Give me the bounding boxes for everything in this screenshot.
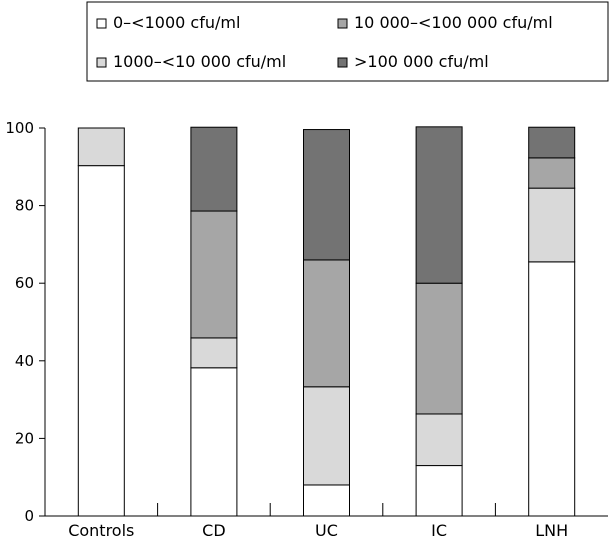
bar-segment <box>303 386 350 486</box>
legend-label: >100 000 cfu/ml <box>354 52 489 71</box>
bar-segment <box>415 126 463 284</box>
legend-swatch <box>96 57 107 68</box>
bar-segment <box>528 261 576 517</box>
y-tick-label: 60 <box>15 274 34 292</box>
legend-box <box>86 1 609 82</box>
bar-segment <box>303 259 350 388</box>
x-tick-label: LNH <box>535 521 568 540</box>
bar-segment <box>528 126 576 159</box>
legend-label: 0–<1000 cfu/ml <box>113 13 240 32</box>
bar-segment <box>190 210 238 339</box>
bar-segment <box>77 165 125 517</box>
x-tick-label: IC <box>431 521 447 540</box>
bar-segment <box>77 127 125 167</box>
bar-segment <box>415 465 463 517</box>
bar-segment <box>303 129 350 261</box>
legend: 0–<1000 cfu/ml 1000–<10 000 cfu/ml 10 000–… <box>86 1 609 82</box>
bar-segment <box>415 413 463 467</box>
y-tick-label: 80 <box>15 197 34 215</box>
legend-label: 1000–<10 000 cfu/ml <box>113 52 286 71</box>
x-tick-label: Controls <box>68 521 134 540</box>
bar-segment <box>528 187 576 263</box>
y-tick-label: 0 <box>24 507 34 525</box>
y-tick-label: 20 <box>15 429 34 447</box>
x-tick-label: UC <box>315 521 338 540</box>
legend-label: 10 000–<100 000 cfu/ml <box>354 13 553 32</box>
bar-segment <box>303 484 350 517</box>
bar-segment <box>415 282 463 415</box>
legend-swatch <box>337 18 348 29</box>
bar-segment <box>190 367 238 517</box>
legend-swatch <box>337 57 348 68</box>
bar-segment <box>190 126 238 212</box>
y-tick-label: 100 <box>5 119 34 137</box>
x-tick-label: CD <box>202 521 226 540</box>
legend-swatch <box>96 18 107 29</box>
bar-segment <box>528 157 576 189</box>
y-tick-label: 40 <box>15 352 34 370</box>
plot-area: 0 20 40 60 80 100 Controls CD UC IC LNH <box>5 119 608 540</box>
bar-segment <box>190 337 238 369</box>
